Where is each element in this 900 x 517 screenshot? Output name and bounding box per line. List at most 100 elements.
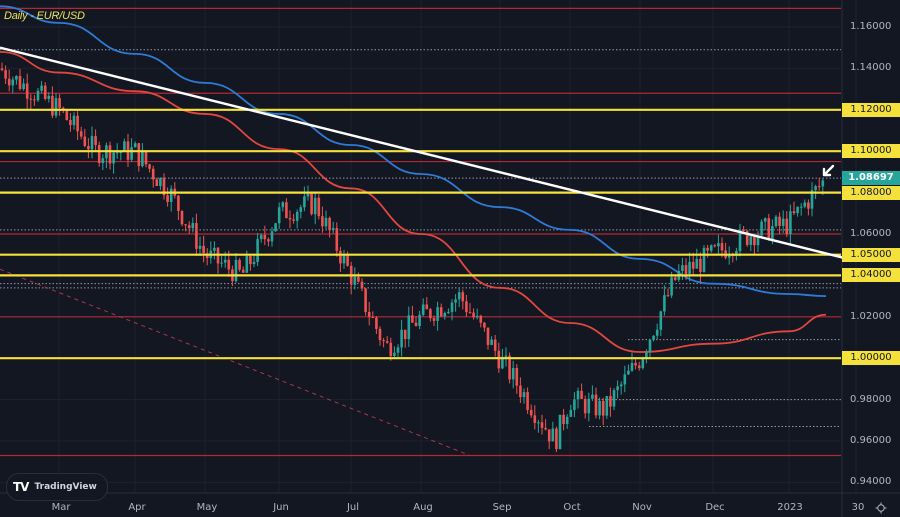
bullish-candle: [738, 229, 742, 252]
tradingview-logo[interactable]: TV TradingView: [6, 473, 108, 501]
bullish-candle: [40, 85, 43, 91]
bullish-candle: [101, 158, 105, 164]
price-label: 1.16000: [850, 21, 892, 32]
bullish-candle: [565, 416, 569, 425]
bearish-candle: [87, 146, 90, 150]
bearish-candle: [177, 195, 180, 211]
price-label: 1.10000: [842, 144, 900, 159]
bullish-candle: [421, 304, 425, 315]
bearish-candle: [429, 309, 432, 319]
time-label: Aug: [413, 502, 433, 513]
bullish-candle: [774, 216, 778, 227]
bullish-candle: [11, 79, 15, 86]
bearish-candle: [241, 269, 245, 273]
bearish-candle: [288, 218, 292, 220]
bearish-candle: [180, 210, 184, 225]
bearish-candle: [778, 216, 781, 226]
price-label: 0.94000: [850, 476, 892, 488]
bullish-candle: [245, 255, 249, 273]
price-label: 1.05000: [842, 247, 900, 262]
bullish-candle: [652, 335, 655, 340]
bullish-candle: [630, 362, 634, 371]
time-label: Mar: [51, 502, 71, 513]
bearish-candle: [18, 75, 22, 90]
bullish-candle: [576, 390, 580, 400]
bullish-candle: [551, 428, 555, 442]
bullish-candle: [191, 222, 195, 229]
current-price-tag: 1.08697: [842, 171, 900, 186]
bullish-candle: [670, 277, 673, 296]
settings-gear-icon[interactable]: [875, 502, 887, 514]
bullish-candle: [47, 95, 51, 99]
bearish-candle: [533, 415, 537, 423]
bearish-candle: [519, 385, 522, 398]
bullish-candle: [141, 151, 144, 167]
bullish-candle: [115, 152, 119, 154]
bearish-candle: [285, 202, 288, 219]
bullish-candle: [396, 347, 400, 353]
bearish-candle: [263, 234, 267, 240]
bearish-candle: [389, 342, 393, 357]
bearish-candle: [637, 365, 641, 369]
bullish-candle: [223, 259, 227, 263]
bullish-candle: [274, 223, 277, 232]
bullish-candle: [803, 202, 807, 207]
bullish-candle: [591, 394, 594, 399]
bearish-candle: [108, 145, 112, 164]
bearish-candle: [745, 231, 749, 245]
bearish-candle: [515, 367, 519, 386]
bullish-candle: [616, 386, 619, 391]
bearish-candle: [425, 304, 429, 310]
price-label: 1.08000: [842, 185, 900, 200]
bearish-candle: [375, 317, 378, 329]
bearish-candle: [497, 350, 501, 369]
bearish-candle: [414, 322, 418, 326]
bullish-candle: [663, 295, 666, 312]
bearish-candle: [371, 316, 375, 318]
price-label: 1.06000: [850, 228, 892, 239]
bearish-candle: [25, 83, 29, 99]
bullish-candle: [789, 211, 792, 235]
bearish-candle: [691, 261, 695, 269]
bearish-candle: [51, 95, 54, 116]
price-label: 1.14000: [850, 62, 892, 74]
bearish-candle: [382, 340, 385, 342]
blue-moving-average-line: [0, 5, 827, 297]
bullish-candle: [393, 352, 396, 357]
bullish-candle: [702, 247, 706, 272]
bullish-candle: [130, 147, 133, 160]
bullish-candle: [598, 400, 601, 416]
bearish-candle: [753, 236, 756, 246]
bearish-candle: [43, 85, 47, 99]
bullish-candle: [22, 83, 25, 90]
bullish-candle: [627, 370, 630, 375]
bearish-candle: [0, 68, 4, 71]
time-label: May: [196, 502, 218, 513]
bearish-candle: [508, 355, 511, 380]
bullish-candle: [641, 358, 645, 369]
bearish-candle: [94, 136, 97, 146]
bullish-candle: [573, 399, 576, 410]
bearish-candle: [378, 328, 382, 341]
bullish-candle: [418, 314, 421, 326]
bearish-candle: [601, 400, 605, 416]
bullish-candle: [400, 329, 403, 348]
tradingview-logo-icon: TV: [13, 480, 30, 494]
bullish-candle: [457, 292, 461, 300]
bearish-candle: [166, 195, 169, 202]
bearish-candle: [817, 186, 821, 188]
bullish-candle: [36, 90, 40, 101]
bearish-candle: [720, 243, 724, 251]
price-label: 1.12000: [842, 102, 900, 117]
bearish-candle: [238, 259, 241, 270]
bearish-candle: [97, 145, 101, 164]
bearish-candle: [468, 312, 472, 314]
bullish-candle: [475, 315, 479, 318]
bearish-candle: [403, 329, 407, 340]
bearish-candle: [673, 277, 677, 280]
bullish-candle: [447, 311, 450, 314]
bearish-candle: [317, 197, 321, 217]
bullish-candle: [436, 307, 439, 321]
bearish-candle: [162, 178, 166, 196]
